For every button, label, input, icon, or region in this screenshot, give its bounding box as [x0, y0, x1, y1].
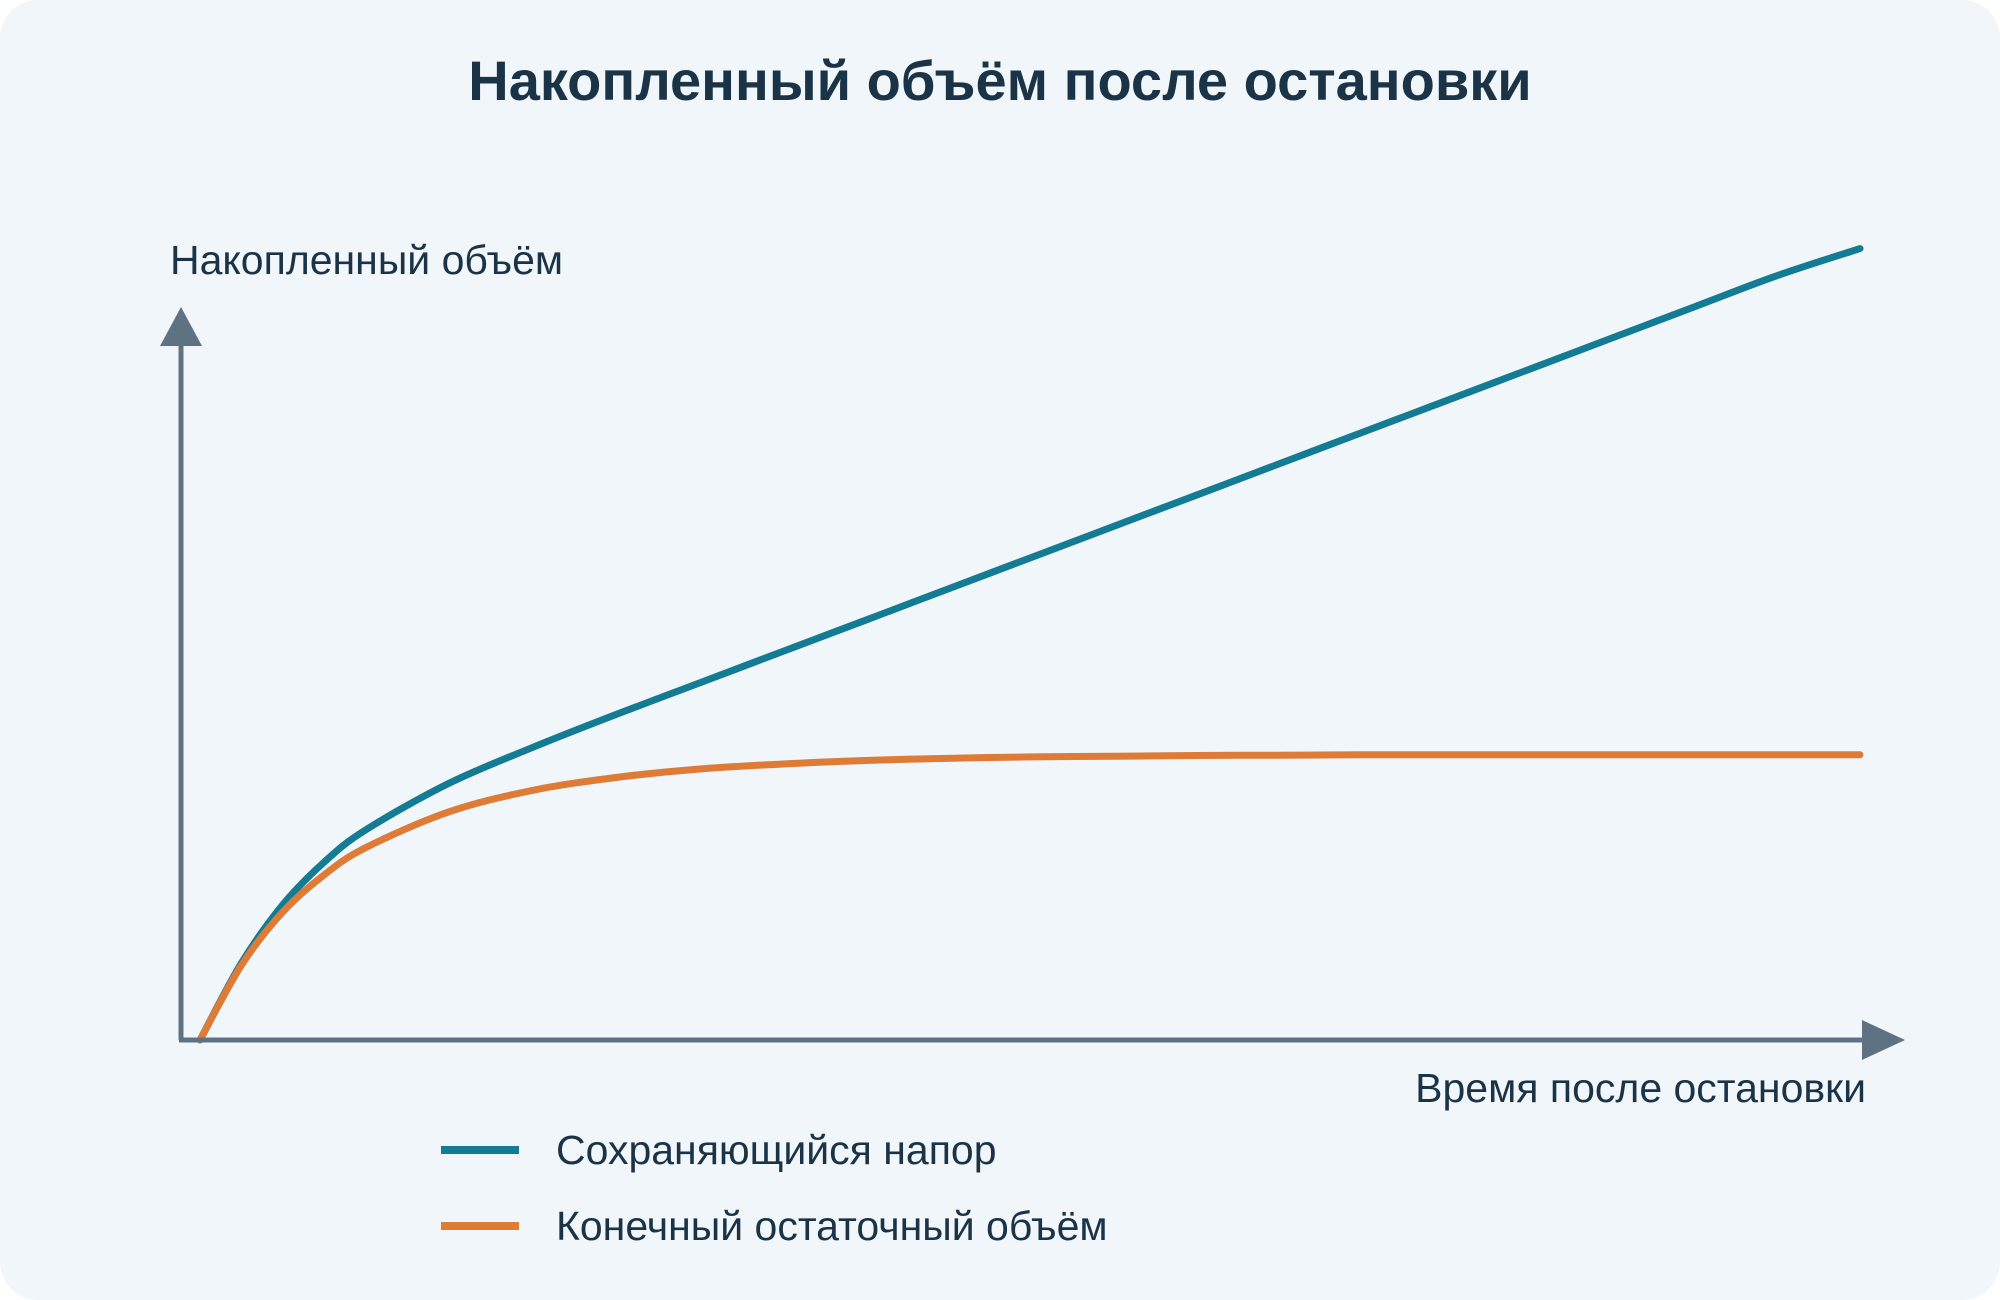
legend-item-2: Конечный остаточный объём [441, 1203, 1108, 1249]
y-axis-arrow-icon [160, 307, 202, 346]
legend: Сохраняющийся напор Конечный остаточный о… [441, 1127, 1108, 1249]
x-axis-label: Время после остановки [1415, 1065, 1866, 1111]
legend-label-1: Сохраняющийся напор [556, 1127, 997, 1173]
series-layer [196, 245, 1864, 1044]
legend-item-1: Сохраняющийся напор [441, 1127, 997, 1173]
y-axis-label: Накопленный объём [170, 237, 563, 283]
legend-label-2: Конечный остаточный объём [556, 1203, 1108, 1249]
y-axis [160, 307, 202, 1040]
series-line-2 [196, 751, 1864, 1044]
x-axis-arrow-icon [1862, 1020, 1905, 1060]
chart-title: Накопленный объём после остановки [468, 49, 1531, 112]
series-line-1 [196, 245, 1864, 1044]
x-axis [179, 1020, 1905, 1060]
